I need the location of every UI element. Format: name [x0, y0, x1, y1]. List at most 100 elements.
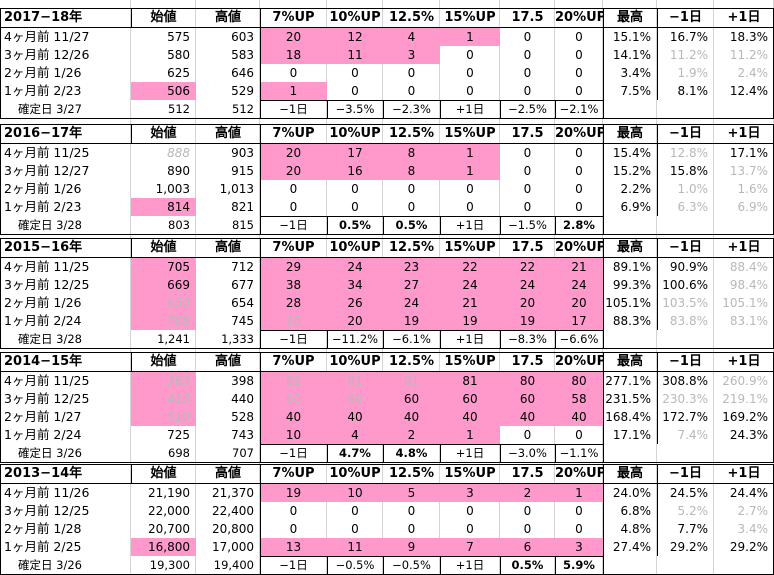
plus1-rate: 83.1% — [729, 314, 768, 328]
confirm-value: 2.8% — [563, 218, 595, 232]
max-rate: 231.5% — [605, 392, 651, 406]
up-count: 0 — [575, 146, 583, 160]
column-header: −1日 — [669, 10, 702, 25]
up-count: 0 — [466, 66, 474, 80]
up-count: 0 — [523, 164, 532, 178]
column-header: 10%UP — [329, 126, 381, 141]
up-count: 0 — [575, 84, 583, 98]
confirm-value: −0.5% — [335, 558, 375, 572]
up-count: 23 — [383, 258, 440, 276]
up-count: 1 — [440, 162, 500, 180]
up-count: 0 — [575, 522, 583, 536]
border-line — [327, 444, 328, 462]
column-header: +1日 — [727, 466, 761, 481]
high-price: 22,400 — [212, 504, 254, 518]
minus1-rate: 1.9% — [677, 66, 709, 80]
high-price: 529 — [231, 84, 254, 98]
up-count: 60 — [327, 390, 383, 408]
border-line — [383, 216, 384, 234]
header-row: 2016−17年 始値 高値 7%UP 10%UP 12.5% 15%UP 17.5 20%UP… — [0, 124, 774, 143]
up-count: 0 — [466, 48, 474, 62]
up-count: 18 — [260, 46, 327, 64]
up-count: 24 — [500, 276, 555, 294]
max-rate: 168.4% — [605, 410, 651, 424]
up-count: 0 — [575, 428, 583, 442]
up-count: 82 — [260, 372, 327, 390]
confirm-value: 0.5% — [395, 218, 428, 232]
up-count: 80 — [555, 372, 603, 390]
open-price: 363 — [131, 372, 196, 390]
max-rate: 277.1% — [605, 374, 651, 388]
up-count: 24 — [555, 276, 603, 294]
up-count: 34 — [327, 276, 383, 294]
column-header: 17.5 — [511, 10, 544, 25]
high-price: 583 — [231, 48, 254, 62]
row-label: 4ヶ月前 11/26 — [4, 485, 90, 500]
up-count: 0 — [523, 428, 532, 442]
up-count: 4 — [327, 426, 383, 444]
max-rate: 27.4% — [612, 540, 651, 554]
up-count: 0 — [575, 182, 583, 196]
border-line — [383, 556, 384, 574]
table-row: 3ヶ月前 12/26 580 583 18 11 3 0 0 0 14.1% 11.2% 11.2% — [0, 46, 774, 64]
confirm-value: +1日 — [455, 558, 485, 572]
column-header: 10%UP — [329, 466, 381, 481]
open-price: 510 — [131, 408, 196, 426]
up-count: 8 — [383, 144, 440, 162]
high-price: 17,000 — [212, 540, 254, 554]
table-row: 2ヶ月前 1/26 650 654 28 26 24 21 20 20 105.1% 103.5% 1… — [0, 294, 774, 312]
border-line — [260, 556, 603, 557]
up-count: 8 — [383, 162, 440, 180]
max-rate: 105.1% — [605, 296, 651, 310]
border-line — [657, 124, 658, 216]
border-line — [327, 100, 328, 118]
open-price: 580 — [167, 48, 190, 62]
up-count: 0 — [407, 182, 416, 196]
confirm-open: 698 — [168, 446, 190, 460]
minus1-rate: 230.3% — [662, 392, 708, 406]
column-header: +1日 — [727, 10, 761, 25]
up-count: 21 — [440, 294, 500, 312]
grid-line — [259, 0, 260, 574]
open-price: 669 — [131, 276, 196, 294]
border-line — [555, 216, 556, 234]
up-count: 81 — [327, 372, 383, 390]
high-price: 745 — [231, 314, 254, 328]
high-price: 440 — [231, 392, 254, 406]
column-header: 15%UP — [444, 240, 496, 255]
up-count: 0 — [289, 66, 298, 80]
up-count: 60 — [383, 390, 440, 408]
table-row: 2ヶ月前 1/26 625 646 0 0 0 0 0 0 3.4% 1.9% 2.4% — [0, 64, 774, 82]
border-line — [0, 464, 774, 465]
table-row: 1ヶ月前 2/25 16,800 17,000 13 11 9 7 6 3 27.4% 29.2% 2… — [0, 538, 774, 556]
confirm-value: +1日 — [455, 218, 485, 232]
confirm-high: 707 — [232, 446, 254, 460]
border-line — [0, 257, 774, 258]
row-label: 4ヶ月前 11/25 — [4, 373, 90, 388]
up-count: 17 — [555, 312, 603, 330]
confirm-label: 確定日 3/26 — [18, 446, 82, 460]
border-line — [657, 464, 658, 556]
up-count: 7 — [440, 538, 500, 556]
up-count: 0 — [575, 48, 583, 62]
confirm-value: 5.9% — [563, 558, 595, 572]
minus1-rate: 24.5% — [669, 486, 708, 500]
up-count: 0 — [466, 522, 474, 536]
up-count: 22 — [440, 258, 500, 276]
column-header: −1日 — [669, 354, 702, 369]
up-count: 17 — [327, 144, 383, 162]
confirm-row: 確定日 3/26 19,300 19,400 −1日 −0.5% −0.5% +1日 0.5%… — [0, 556, 774, 574]
border-line — [603, 352, 604, 462]
up-count: 60 — [440, 390, 500, 408]
minus1-rate: 29.2% — [669, 540, 708, 554]
confirm-open: 1,241 — [157, 332, 190, 346]
up-count: 0 — [523, 522, 532, 536]
column-header: 15%UP — [444, 466, 496, 481]
confirm-value: −1日 — [279, 446, 308, 460]
high-price: 528 — [231, 410, 254, 424]
confirm-open: 19,300 — [149, 558, 190, 572]
up-count: 2 — [383, 426, 440, 444]
open-price: 725 — [167, 428, 190, 442]
minus1-rate: 1.0% — [677, 182, 709, 196]
max-rate: 7.5% — [620, 84, 652, 98]
